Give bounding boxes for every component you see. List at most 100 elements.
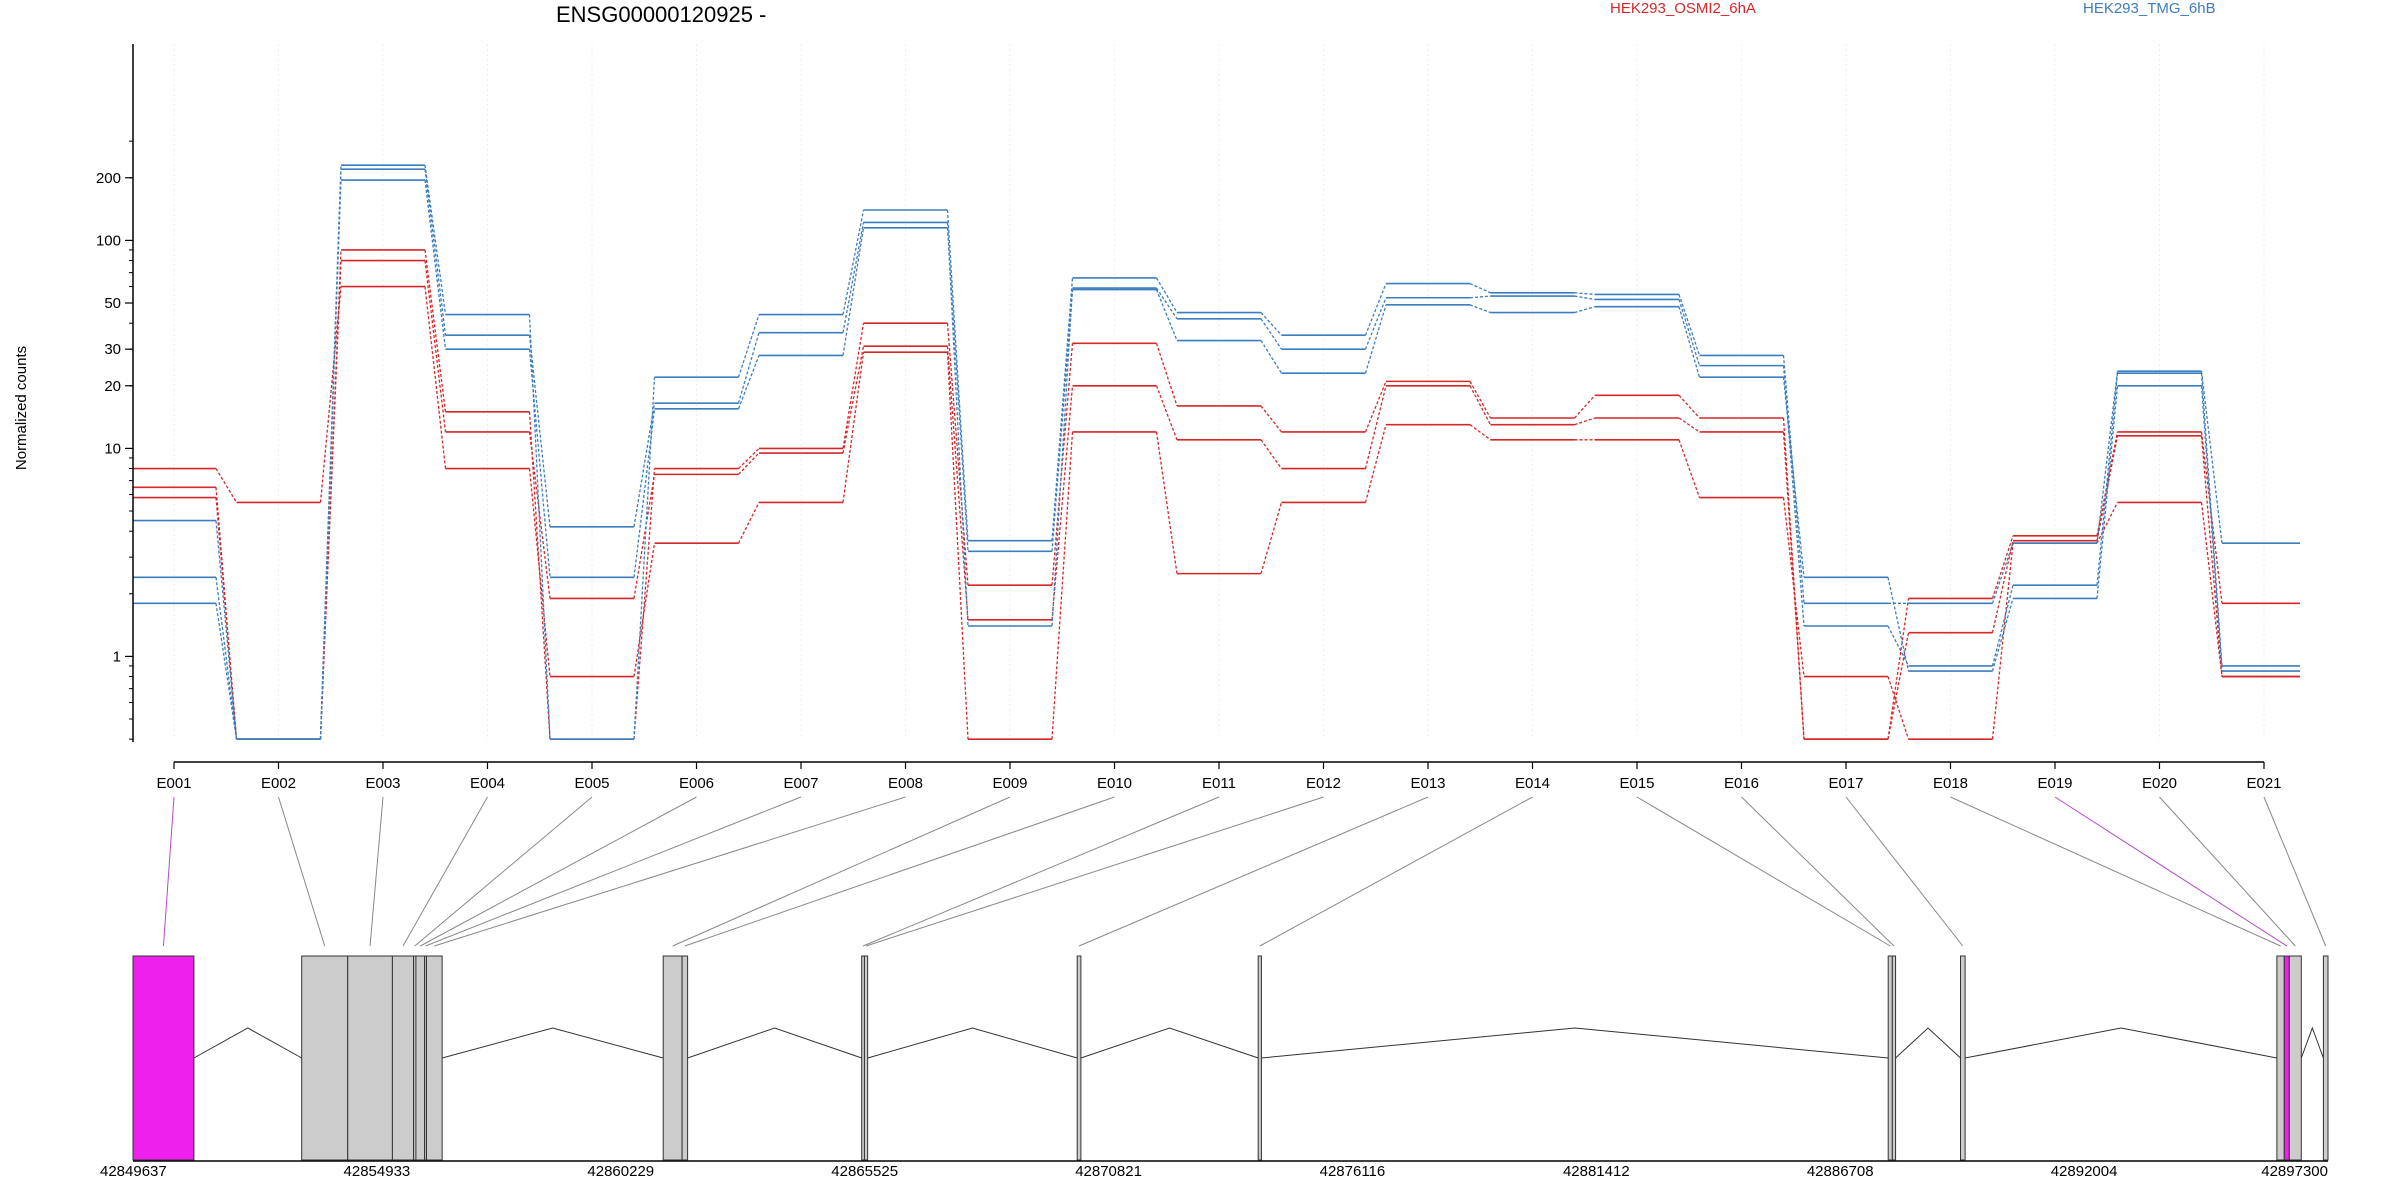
grid-lines xyxy=(173,44,2265,740)
connector-dash xyxy=(738,447,760,470)
connector-dash xyxy=(424,249,447,412)
connector-dash xyxy=(737,332,760,404)
intron xyxy=(442,1027,664,1059)
coordinate-label: 42849637 xyxy=(100,1163,167,1180)
exon-connectors xyxy=(162,796,2327,947)
coordinate-label: 42860229 xyxy=(587,1163,654,1180)
exon-connector xyxy=(2159,796,2296,947)
connector-dash xyxy=(1469,295,1491,299)
coordinate-label: 42870821 xyxy=(1075,1163,1142,1180)
connector-dash xyxy=(1574,295,1596,301)
connector-dash xyxy=(737,314,760,378)
connector-dash xyxy=(1260,312,1282,336)
connector-dash xyxy=(424,286,447,469)
y-tick-label: 100 xyxy=(96,232,121,249)
connector-dash xyxy=(1469,424,1491,441)
connector-dash xyxy=(1051,277,1074,541)
intron xyxy=(1895,1027,1961,1059)
gene-model: 42849637 42854933 42860229 42865525 42870821… xyxy=(100,955,2329,1180)
y-tick-label: 200 xyxy=(96,170,121,187)
exon-box-e017 xyxy=(1960,955,1966,1161)
exon-box-e006 xyxy=(415,955,426,1161)
connector-dash xyxy=(1051,385,1074,620)
connector-dash xyxy=(2200,435,2223,677)
exon-box-e019 xyxy=(2283,955,2290,1161)
exon-box-e018 xyxy=(2276,955,2285,1161)
coordinate-label: 42886708 xyxy=(1807,1163,1874,1180)
exon-connector xyxy=(684,796,1115,947)
connector-dash xyxy=(1155,431,1178,574)
exon-box-e010 xyxy=(681,955,689,1161)
connector-dash xyxy=(2096,385,2119,599)
series-line xyxy=(133,259,2300,740)
connector-dash xyxy=(528,335,551,527)
connector-dash xyxy=(1991,543,2014,604)
connector-dash xyxy=(1364,424,1387,503)
connector-dash xyxy=(1782,365,1805,627)
exon-connector xyxy=(414,796,593,947)
intron xyxy=(867,1027,1078,1059)
connector-dash xyxy=(1887,676,1910,740)
exon-connector xyxy=(1078,796,1429,947)
connector-dash xyxy=(1364,297,1387,350)
connector-dash xyxy=(1469,381,1492,419)
exon-label-e002: E002 xyxy=(261,775,296,792)
exon-box-e008 xyxy=(425,955,443,1161)
connector-dash xyxy=(737,355,760,410)
exon-box-e009 xyxy=(662,955,683,1161)
exon-label-e013: E013 xyxy=(1410,775,1445,792)
connector-dash xyxy=(737,502,760,544)
connector-dash xyxy=(2096,435,2119,541)
y-tick-label: 1 xyxy=(113,648,121,665)
connector-dash xyxy=(842,346,865,454)
connector-dash xyxy=(633,474,656,599)
connector-dash xyxy=(1782,417,1805,740)
y-tick-label: 50 xyxy=(104,295,121,312)
connector-dash xyxy=(1678,299,1701,366)
exon-connector xyxy=(2054,796,2288,947)
coordinate-label: 42897300 xyxy=(2261,1163,2328,1180)
exon-connector xyxy=(2263,796,2327,947)
connector-dash xyxy=(1782,355,1805,604)
connector-dash xyxy=(1991,540,2014,633)
connector-dash xyxy=(1678,394,1700,419)
exon-connector xyxy=(865,796,1324,947)
connector-dash xyxy=(1469,282,1491,294)
exon-label-e004: E004 xyxy=(470,775,505,792)
exon-connector xyxy=(1950,796,2281,947)
connector-dash xyxy=(1155,343,1178,407)
connector-dash xyxy=(1678,439,1701,498)
connector-dash xyxy=(215,497,238,740)
connector-dash xyxy=(842,222,865,333)
connector-dash xyxy=(1260,340,1283,374)
exon-connector xyxy=(1259,796,1533,947)
chart-title: ENSG00000120925 - xyxy=(556,2,766,27)
exon-box-e014 xyxy=(1257,955,1262,1161)
connector-dash xyxy=(1155,289,1178,341)
exon-connector xyxy=(1741,796,1895,947)
exon-box-e003 xyxy=(347,955,393,1161)
connector-dash xyxy=(424,165,447,315)
connector-dash xyxy=(946,323,969,586)
exon-box-e004 xyxy=(391,955,415,1161)
exon-connector xyxy=(162,796,175,947)
intron xyxy=(2300,1026,2324,1059)
connector-dash xyxy=(1678,294,1701,356)
legend-entry-tmg: HEK293_TMG_6hB xyxy=(2083,0,2216,17)
exon-label-e016: E016 xyxy=(1724,775,1759,792)
exon-box-e021 xyxy=(2322,955,2329,1161)
series-line xyxy=(133,164,2300,740)
connector-dash xyxy=(1469,385,1492,426)
connector-dash xyxy=(215,577,238,740)
connector-dash xyxy=(2200,431,2223,604)
connector-dash xyxy=(946,227,969,552)
connector-dash xyxy=(1574,417,1596,426)
legend-entry-osmi2: HEK293_OSMI2_6hA xyxy=(1610,0,1756,17)
connector-dash xyxy=(215,520,238,740)
coordinate-label: 42854933 xyxy=(344,1163,411,1180)
connector-dash xyxy=(842,323,865,449)
intron xyxy=(1080,1027,1259,1059)
exon-label-e014: E014 xyxy=(1515,775,1550,792)
exon-connector xyxy=(862,796,1220,947)
connector-dash xyxy=(1155,385,1178,441)
